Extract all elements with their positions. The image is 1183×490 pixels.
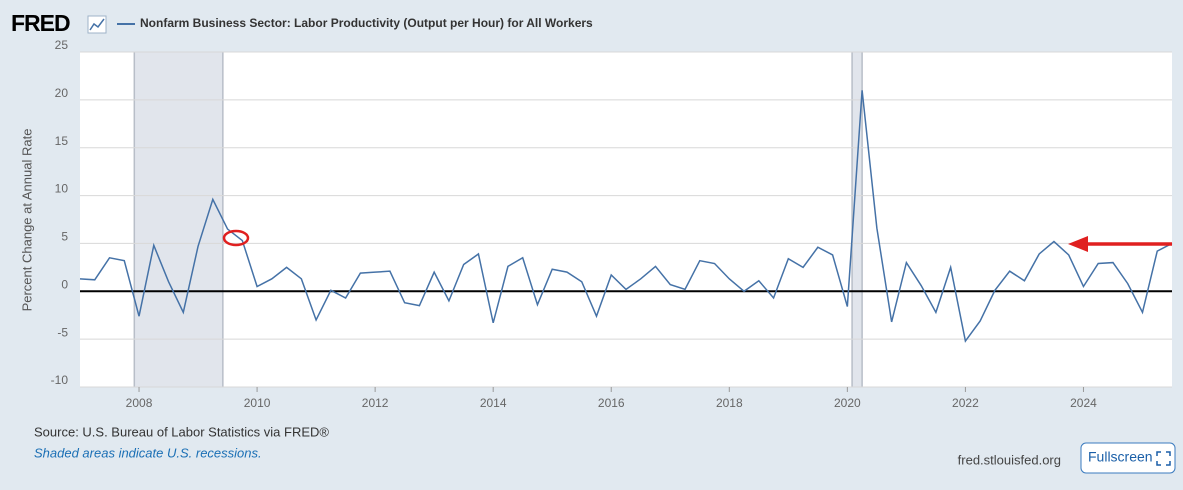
y-tick-label: 5 xyxy=(61,230,68,244)
y-axis-label: Percent Change at Annual Rate xyxy=(19,129,34,312)
y-tick-label: -10 xyxy=(51,373,69,387)
recession-band xyxy=(134,52,223,387)
legend-label: Nonfarm Business Sector: Labor Productiv… xyxy=(140,16,593,30)
x-tick-label: 2012 xyxy=(362,396,389,410)
plot-area xyxy=(80,52,1172,387)
annotation-arrow xyxy=(1068,236,1172,252)
y-tick-label: 15 xyxy=(55,134,69,148)
fullscreen-button[interactable]: Fullscreen xyxy=(1080,442,1176,474)
recession-band xyxy=(852,52,863,387)
site: fred.stlouisfed.org xyxy=(958,452,1061,467)
series-line xyxy=(79,90,1173,343)
source: Source: U.S. Bureau of Labor Statistics … xyxy=(34,424,329,439)
x-tick-label: 2014 xyxy=(480,396,507,410)
x-tick-label: 2008 xyxy=(126,396,153,410)
plot-layer: 25 20 15 10 5 0 -5 -10 2008 2010 2012 2014 2016 2018 2… xyxy=(51,38,1173,410)
y-tick-label: 25 xyxy=(55,38,69,52)
y-tick-label: 0 xyxy=(61,277,68,291)
x-tick-label: 2024 xyxy=(1070,396,1097,410)
y-tick-label: -5 xyxy=(57,325,68,339)
x-tick-label: 2022 xyxy=(952,396,979,410)
x-tick-label: 2018 xyxy=(716,396,743,410)
x-tick-label: 2010 xyxy=(244,396,271,410)
highlight-circle xyxy=(222,229,250,247)
note: Shaded areas indicate U.S. recessions. xyxy=(34,445,262,460)
x-tick-label: 2020 xyxy=(834,396,861,410)
logo-icon xyxy=(87,15,107,34)
logo: FRED xyxy=(11,10,70,36)
button-label[interactable]: Fullscreen xyxy=(1088,449,1153,465)
y-tick-label: 20 xyxy=(55,86,69,100)
y-tick-label: 10 xyxy=(55,182,69,196)
x-tick-label: 2016 xyxy=(598,396,625,410)
